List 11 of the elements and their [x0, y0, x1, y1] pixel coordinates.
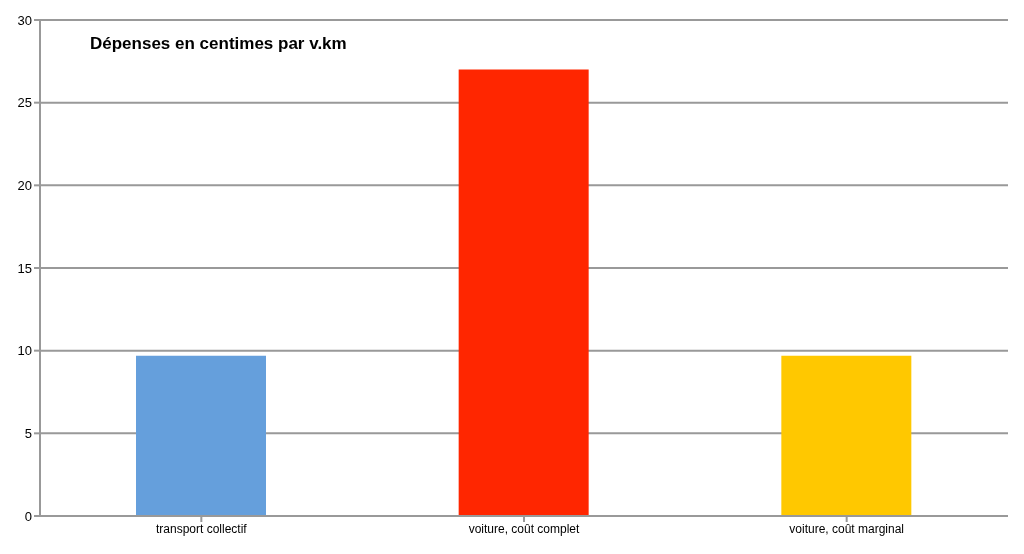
y-tick-label: 15: [17, 260, 32, 276]
y-tick-label: 0: [24, 508, 32, 524]
x-tick-label: voiture, coût complet: [468, 521, 581, 536]
text: Dépenses en centimes par v.km: [90, 34, 347, 54]
y-tick-label: 10: [17, 343, 32, 359]
x-tick-label: transport collectif: [155, 521, 248, 536]
y-tick-label: 20: [17, 177, 32, 193]
x-tick-label: voiture, coût marginal: [789, 521, 905, 536]
y-tick-label: 25: [17, 95, 32, 111]
y-tick-label: 5: [24, 425, 32, 441]
y-tick-label: 30: [17, 12, 32, 28]
